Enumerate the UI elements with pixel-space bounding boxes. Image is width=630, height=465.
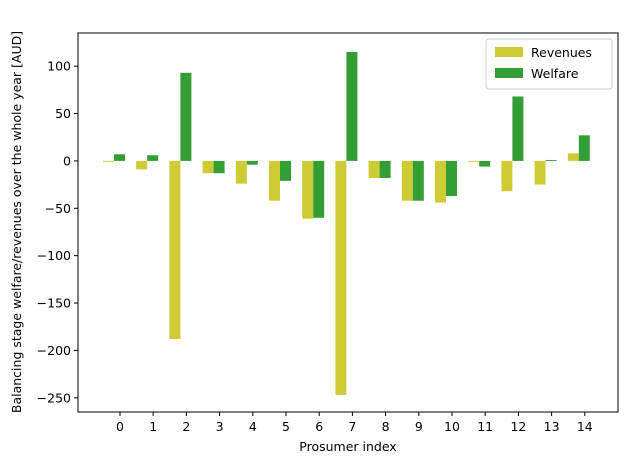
y-axis: 100 50 0 −50 −100 −150 −200 −250 xyxy=(37,59,78,405)
bar-welfare-11 xyxy=(479,160,491,167)
x-tick-label: 11 xyxy=(477,419,493,434)
legend-swatch-welfare xyxy=(495,68,523,78)
bar-revenues-5 xyxy=(269,160,280,201)
y-axis-label: Balancing stage welfare/revenues over th… xyxy=(9,31,24,413)
bar-revenues-14 xyxy=(567,153,579,161)
x-tick-label: 2 xyxy=(182,419,190,434)
bar-revenues-13 xyxy=(534,160,546,185)
y-tick-label: −200 xyxy=(37,343,71,358)
bar-welfare-10 xyxy=(446,160,457,196)
x-tick-label: 13 xyxy=(544,419,560,434)
x-tick-label: 6 xyxy=(315,419,323,434)
x-tick-label: 5 xyxy=(282,419,290,434)
bar-welfare-7 xyxy=(346,51,358,161)
bar-revenues-9 xyxy=(401,160,413,201)
bar-revenues-3 xyxy=(202,160,214,174)
bar-revenues-4 xyxy=(235,160,247,184)
bars-layer xyxy=(103,51,590,395)
legend: Revenues Welfare xyxy=(485,38,613,90)
x-tick-label: 12 xyxy=(510,419,526,434)
bar-welfare-1 xyxy=(147,155,159,161)
bar-welfare-3 xyxy=(213,160,225,174)
x-tick-label: 1 xyxy=(149,419,157,434)
bar-revenues-7 xyxy=(335,160,347,395)
y-tick-label: −150 xyxy=(37,296,71,311)
bar-revenues-8 xyxy=(368,160,380,178)
x-tick-label: 4 xyxy=(249,419,257,434)
y-tick-label: 0 xyxy=(63,153,71,168)
x-axis: 0 1 2 3 4 5 6 7 8 9 10 11 12 13 14 xyxy=(116,412,593,434)
bar-welfare-12 xyxy=(512,96,524,161)
bar-welfare-5 xyxy=(280,160,291,181)
bar-revenues-12 xyxy=(501,160,513,192)
bar-revenues-0 xyxy=(103,160,114,162)
bar-welfare-9 xyxy=(412,160,424,201)
bar-revenues-11 xyxy=(468,160,480,162)
bar-welfare-4 xyxy=(246,160,258,165)
bar-welfare-2 xyxy=(180,72,192,161)
bar-revenues-6 xyxy=(302,160,314,219)
y-tick-label: 100 xyxy=(47,59,71,74)
bar-revenues-1 xyxy=(136,160,148,170)
y-tick-label: −50 xyxy=(45,201,71,216)
bar-welfare-13 xyxy=(545,159,557,161)
bar-revenues-10 xyxy=(435,160,446,203)
bar-welfare-0 xyxy=(114,154,125,161)
x-tick-label: 10 xyxy=(444,419,460,434)
bar-welfare-8 xyxy=(379,160,391,178)
y-tick-label: −250 xyxy=(37,390,71,405)
x-tick-label: 3 xyxy=(216,419,224,434)
y-tick-label: 50 xyxy=(55,106,71,121)
bar-revenues-2 xyxy=(169,160,181,340)
x-tick-label: 0 xyxy=(116,419,124,434)
bar-welfare-6 xyxy=(313,160,325,218)
x-tick-label: 9 xyxy=(415,419,423,434)
legend-label-revenues: Revenues xyxy=(531,45,592,60)
x-axis-label: Prosumer index xyxy=(299,439,396,454)
x-tick-label: 14 xyxy=(577,419,593,434)
legend-swatch-revenues xyxy=(495,47,523,57)
y-tick-label: −100 xyxy=(37,248,71,263)
legend-label-welfare: Welfare xyxy=(531,66,579,81)
plot-frame xyxy=(77,32,619,413)
x-tick-label: 7 xyxy=(348,419,356,434)
bar-welfare-14 xyxy=(578,135,590,161)
x-tick-label: 8 xyxy=(382,419,390,434)
